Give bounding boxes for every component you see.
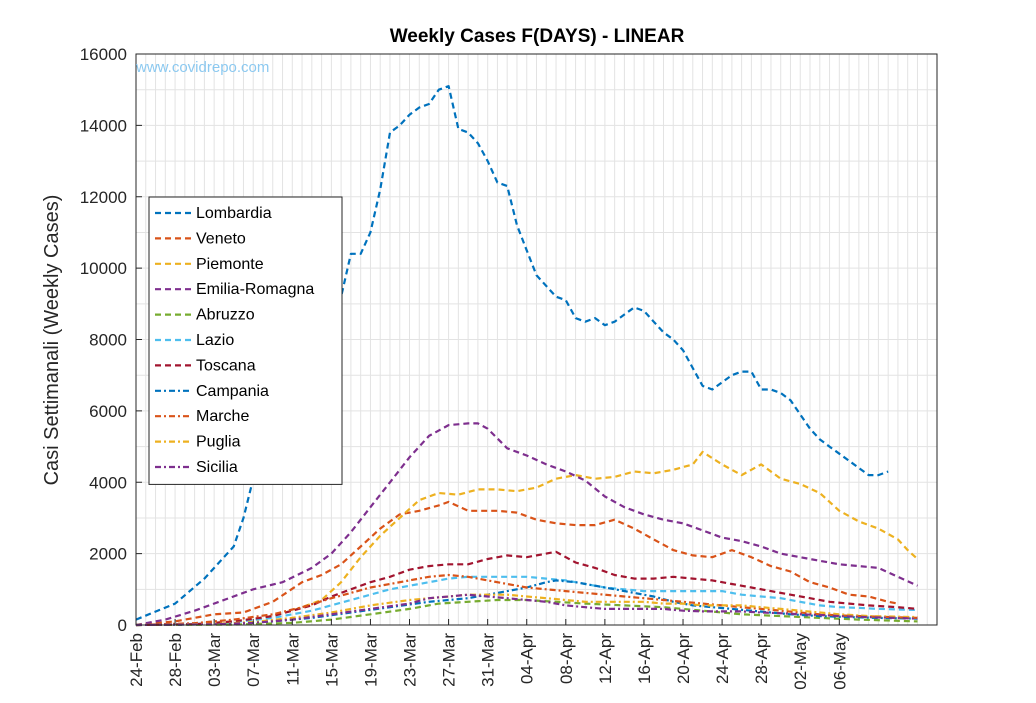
x-tick-label: 07-Mar bbox=[244, 633, 263, 687]
x-tick-label: 04-Apr bbox=[518, 633, 537, 684]
y-tick-label: 8000 bbox=[89, 331, 127, 350]
legend-label: Emilia-Romagna bbox=[196, 281, 314, 298]
legend-label: Piemonte bbox=[196, 256, 264, 273]
y-tick-label: 14000 bbox=[80, 116, 127, 135]
legend-label: Puglia bbox=[196, 434, 241, 451]
x-tick-label: 08-Apr bbox=[557, 633, 576, 684]
legend: Lombardia Veneto Piemonte Emilia-Romagna Abr… bbox=[149, 197, 342, 484]
y-tick-label: 16000 bbox=[80, 45, 127, 64]
x-tick-label: 20-Apr bbox=[674, 633, 693, 684]
x-tick-label: 23-Mar bbox=[401, 633, 420, 687]
x-tick-label: 31-Mar bbox=[479, 633, 498, 687]
y-tick-label: 4000 bbox=[89, 473, 127, 492]
x-tick-label: 12-Apr bbox=[596, 633, 615, 684]
y-tick-label: 6000 bbox=[89, 402, 127, 421]
legend-label: Sicilia bbox=[196, 459, 238, 476]
x-tick-label: 24-Apr bbox=[713, 633, 732, 684]
legend-label: Marche bbox=[196, 408, 249, 425]
x-tick-label: 16-Apr bbox=[635, 633, 654, 684]
y-tick-label: 12000 bbox=[80, 188, 127, 207]
x-axis: 24-Feb 28-Feb 03-Mar 07-Mar 11-Mar 15-Mar 19-M… bbox=[127, 619, 849, 690]
legend-label: Veneto bbox=[196, 230, 246, 247]
legend-label: Lazio bbox=[196, 332, 234, 349]
x-tick-label: 19-Mar bbox=[361, 633, 380, 687]
watermark: www.covidrepo.com bbox=[135, 59, 269, 76]
x-tick-label: 03-Mar bbox=[205, 633, 224, 687]
x-tick-label: 15-Mar bbox=[322, 633, 341, 687]
x-tick-label: 28-Apr bbox=[752, 633, 771, 684]
y-axis-label: Casi Settimanali (Weekly Cases) bbox=[41, 195, 63, 486]
legend-label: Campania bbox=[196, 383, 269, 400]
chart-title: Weekly Cases F(DAYS) - LINEAR bbox=[390, 26, 685, 47]
x-tick-label: 02-May bbox=[791, 633, 810, 690]
legend-label: Toscana bbox=[196, 357, 256, 374]
y-tick-label: 2000 bbox=[89, 545, 127, 564]
x-tick-label: 11-Mar bbox=[283, 633, 302, 686]
y-axis: 0 2000 4000 6000 8000 10000 12000 14000 16000 bbox=[80, 45, 142, 635]
y-tick-label: 0 bbox=[118, 616, 127, 635]
legend-label: Lombardia bbox=[196, 205, 272, 222]
x-tick-label: 24-Feb bbox=[127, 633, 146, 687]
x-tick-label: 06-May bbox=[830, 633, 849, 690]
legend-label: Abruzzo bbox=[196, 307, 255, 324]
x-tick-label: 28-Feb bbox=[166, 633, 185, 687]
y-tick-label: 10000 bbox=[80, 259, 127, 278]
x-tick-label: 27-Mar bbox=[440, 633, 459, 687]
